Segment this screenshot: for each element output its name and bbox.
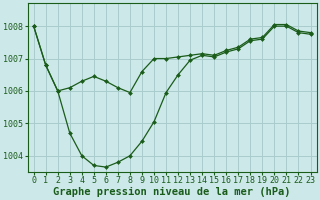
X-axis label: Graphe pression niveau de la mer (hPa): Graphe pression niveau de la mer (hPa)	[53, 186, 291, 197]
